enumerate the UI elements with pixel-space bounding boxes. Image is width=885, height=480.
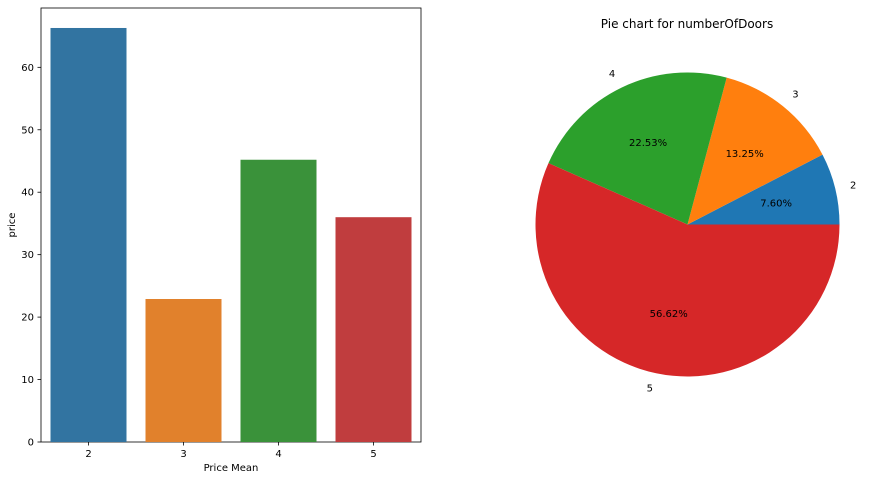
bar-x-tick-label: 3 (180, 449, 186, 460)
pie-labels: 2 7.60% 3 13.25% 4 22.53% 5 56.62% (609, 69, 856, 394)
bar-y-ticks: 0 10 20 30 40 50 60 (21, 63, 41, 449)
bar-2 (50, 27, 127, 443)
pie-category-label: 5 (647, 384, 653, 395)
pie-slice-2 (687, 154, 840, 225)
bar-3 (145, 298, 222, 442)
pie-slice-5 (535, 163, 840, 377)
pie-title: Pie chart for numberOfDoors (601, 17, 773, 31)
bar-5 (335, 217, 412, 442)
bar-y-tick-label: 10 (21, 375, 34, 386)
pie-slice-4 (548, 72, 727, 225)
pie-percent-label: 7.60% (760, 198, 792, 209)
bar-x-tick-label: 4 (275, 449, 281, 460)
bar-y-tick-label: 20 (21, 313, 34, 324)
pie-chart: Pie chart for numberOfDoors 2 7.60% 3 13.25… (535, 17, 856, 395)
bar-chart: 0 10 20 30 40 50 60 2 3 4 5 Price Mean price (7, 7, 422, 474)
bar-y-tick-label: 50 (21, 125, 34, 136)
bar-y-tick-label: 0 (28, 438, 34, 449)
pie-percent-label: 13.25% (726, 149, 764, 160)
bar-x-ticks: 2 3 4 5 (85, 442, 377, 460)
pie-slice-3 (687, 77, 823, 225)
bar-marks (50, 27, 412, 443)
bar-x-axis-label: Price Mean (204, 463, 259, 474)
bar-4 (240, 159, 317, 442)
bar-y-tick-label: 40 (21, 188, 34, 199)
bar-y-tick-label: 30 (21, 250, 34, 261)
bar-y-tick-label: 60 (21, 63, 34, 74)
pie-slices (535, 72, 840, 377)
bar-y-axis-label: price (7, 213, 18, 238)
bar-x-tick-label: 5 (370, 449, 376, 460)
pie-percent-label: 22.53% (629, 138, 667, 149)
bar-x-tick-label: 2 (85, 449, 91, 460)
pie-category-label: 2 (850, 180, 856, 191)
pie-percent-label: 56.62% (650, 309, 688, 320)
pie-category-label: 3 (792, 90, 798, 101)
pie-category-label: 4 (609, 69, 615, 80)
